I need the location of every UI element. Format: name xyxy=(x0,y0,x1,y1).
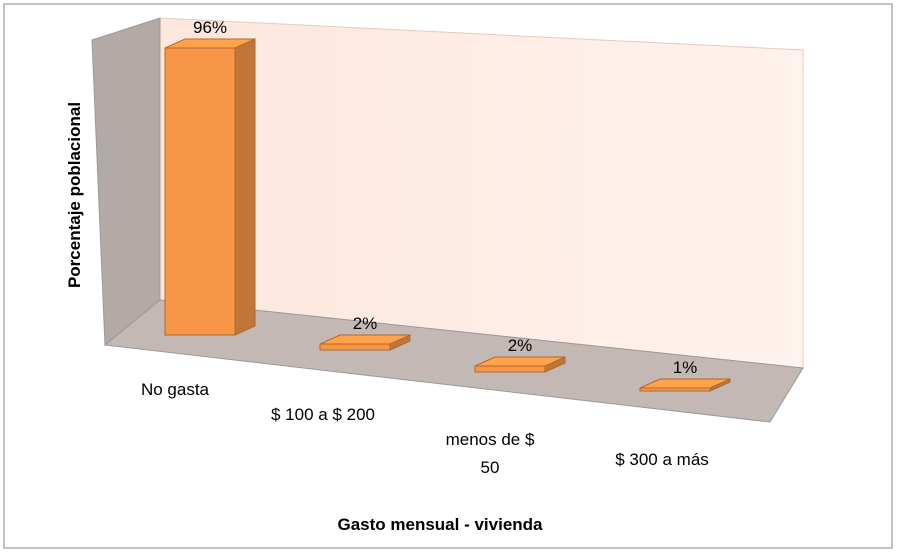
x-tick-label: $ 100 a $ 200 xyxy=(271,405,375,424)
data-label: 96% xyxy=(193,18,227,37)
bar-side xyxy=(234,38,256,336)
y-axis-label: Porcentaje poblacional xyxy=(65,102,84,288)
x-tick-label: $ 300 a más xyxy=(615,450,709,469)
data-label: 1% xyxy=(673,358,698,377)
bar xyxy=(639,378,731,392)
bar xyxy=(474,356,566,373)
data-label: 2% xyxy=(353,314,378,333)
bar-front xyxy=(474,365,546,373)
x-tick-label: No gasta xyxy=(140,380,210,399)
bar xyxy=(319,334,411,351)
x-tick-label: menos de $ 50 xyxy=(445,430,535,477)
bar xyxy=(164,38,256,336)
bar-front xyxy=(319,343,391,351)
data-label: 2% xyxy=(508,336,533,355)
bar-front xyxy=(164,47,236,336)
floor xyxy=(103,299,804,423)
bar-front xyxy=(639,387,711,392)
x-axis-label: Gasto mensual - vivienda xyxy=(337,515,543,534)
